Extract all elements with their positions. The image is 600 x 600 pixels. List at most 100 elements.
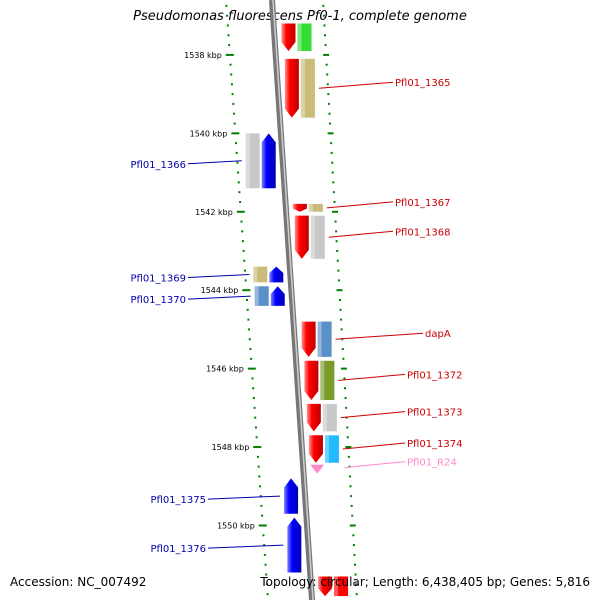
minor-tick-left [263,553,266,556]
minor-tick-right [355,583,358,586]
minor-tick-right [322,4,325,7]
gene-arrow-dapa [301,321,316,357]
tick-label: 1542 kbp [195,208,233,217]
gene-label-pfl01-1376: Pfl01_1376 [150,544,206,555]
minor-tick-right [322,14,325,17]
minor-tick-right [330,142,333,145]
minor-tick-right [354,573,357,576]
minor-tick-left [233,122,236,125]
minor-tick-left [242,249,245,252]
cog-shine [253,266,258,283]
minor-tick-left [248,338,251,341]
minor-tick-right [330,151,333,154]
minor-tick-left [265,573,268,576]
gene-label-line [187,274,250,279]
minor-tick-right [345,416,348,419]
minor-tick-left [251,377,254,380]
gene-arrow-pfl01-1369 [269,266,284,283]
tick-label: 1546 kbp [206,365,244,374]
cog-shine [254,286,259,306]
gene-label-pfl01-1368: Pfl01_1368 [395,227,451,238]
topology-text: Topology: circular; Length: 6,438,405 bp… [260,575,590,589]
minor-tick-left [248,328,251,331]
rna-pfl01-r24 [310,464,325,474]
minor-tick-right [334,220,337,223]
gene-label-line [207,544,284,549]
minor-tick-left [236,161,239,164]
cog-block-pfl01-1369 [253,266,268,283]
gene-label-line [338,373,406,381]
gene-label-pfl01-1365: Pfl01_1365 [395,78,451,89]
minor-tick-right [352,534,355,537]
gene-arrow-gene-15 [318,576,333,597]
minor-tick-left [238,191,241,194]
map-title: Pseudomonas fluorescens Pf0-1, complete … [133,9,467,24]
cog-block-pfl01-1374 [324,435,339,463]
major-tick-left [247,367,256,370]
gene-arrow-pfl01-1375 [284,478,299,514]
minor-tick-right [346,436,349,439]
cog-shine [297,23,302,51]
cog-block-pfl01-1372 [320,360,335,400]
gene-arrow-pfl01-1376 [287,517,302,573]
minor-tick-right [324,44,327,47]
gene-arrow-pfl01-1374 [308,435,323,463]
minor-tick-right [349,485,352,488]
minor-tick-right [345,406,348,409]
major-tick-left [253,446,262,449]
minor-tick-left [226,14,229,17]
minor-tick-left [235,142,238,145]
gene-label-pfl01-1366: Pfl01_1366 [130,160,186,171]
gene-label-pfl01-1374: Pfl01_1374 [407,439,463,450]
minor-tick-right [332,181,335,184]
cog-shine [308,203,313,212]
minor-tick-right [327,93,330,96]
minor-tick-left [265,583,268,586]
cog-shine [310,215,315,259]
cog-shine [300,58,305,118]
minor-tick-left [262,534,265,537]
minor-tick-left [244,279,247,282]
minor-tick-left [243,259,246,262]
gene-label-pfl01-r24: Pfl01_R24 [407,458,457,469]
cog-block-gene-15 [334,576,349,597]
cog-block-gene-1 [297,23,312,51]
gene-arrow-pfl01-1365 [284,58,299,118]
minor-tick-right [337,269,340,272]
minor-tick-right [323,24,326,27]
gene-arrow-pfl01-1373 [306,403,321,432]
minor-tick-right [335,230,338,233]
minor-tick-left [247,318,250,321]
minor-tick-left [225,4,228,7]
minor-tick-left [226,24,229,27]
minor-tick-right [325,63,328,66]
minor-tick-right [344,387,346,390]
minor-tick-right [352,544,355,547]
accession-text: Accession: NC_007492 [10,575,147,589]
minor-tick-left [259,495,262,498]
gene-label-pfl01-1369: Pfl01_1369 [130,274,186,285]
major-tick-right [332,210,338,213]
major-tick-left [225,53,234,56]
minor-tick-right [340,328,343,331]
minor-tick-right [350,495,353,498]
gene-label-line [207,495,281,500]
gene-label-line [328,230,394,238]
major-tick-left [258,524,267,527]
minor-tick-right [327,102,330,105]
gene-label-pfl01-1370: Pfl01_1370 [130,295,186,306]
cog-block-dapa [317,321,332,357]
cog-block-pfl01-1373 [322,403,337,432]
major-tick-right [349,524,356,527]
gene-label-line [318,81,394,89]
major-tick-left [242,289,251,292]
minor-tick-left [237,171,240,174]
minor-tick-right [349,475,351,478]
minor-tick-left [256,455,259,458]
cog-shine [324,435,329,463]
minor-tick-left [266,593,269,596]
gene-label-line [342,442,406,450]
minor-tick-left [231,93,234,96]
minor-tick-left [240,220,243,223]
minor-tick-left [254,426,257,429]
